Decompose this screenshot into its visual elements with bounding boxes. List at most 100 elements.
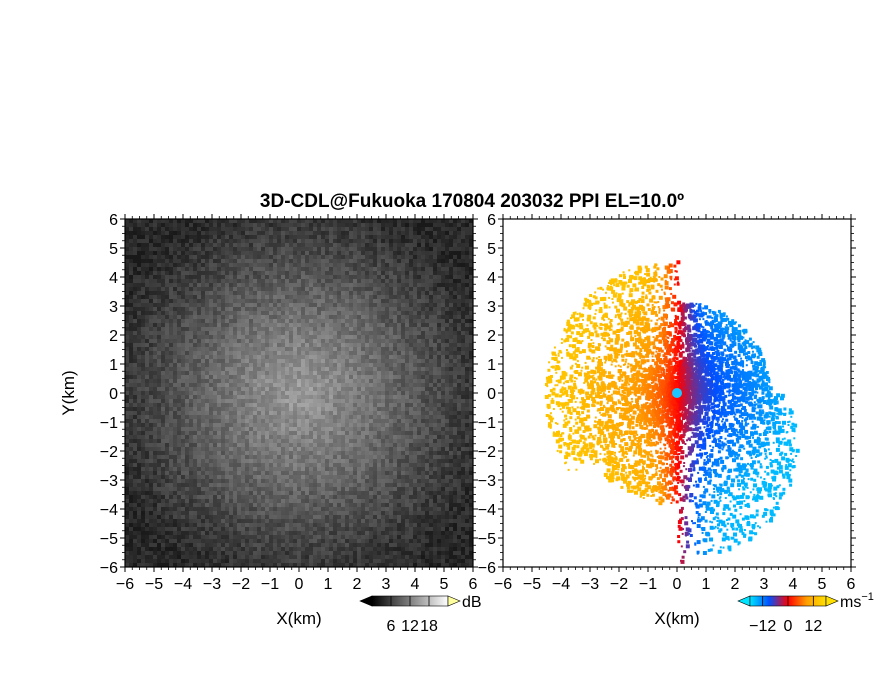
reflectivity-cell <box>373 423 377 427</box>
reflectivity-cell <box>237 411 241 415</box>
reflectivity-cell <box>129 267 133 271</box>
reflectivity-cell <box>217 267 221 271</box>
reflectivity-cell <box>401 443 405 447</box>
reflectivity-cell <box>369 223 373 227</box>
reflectivity-cell <box>201 331 205 335</box>
reflectivity-cell <box>361 255 365 259</box>
reflectivity-cell <box>277 275 281 279</box>
reflectivity-cell <box>285 283 289 287</box>
reflectivity-cell <box>337 267 341 271</box>
reflectivity-cell <box>141 275 145 279</box>
reflectivity-cell <box>441 395 445 399</box>
reflectivity-cell <box>229 387 233 391</box>
reflectivity-cell <box>325 379 329 383</box>
reflectivity-cell <box>305 407 309 411</box>
reflectivity-cell <box>165 407 169 411</box>
reflectivity-cell <box>345 263 349 267</box>
reflectivity-cell <box>161 307 165 311</box>
reflectivity-cell <box>225 431 229 435</box>
reflectivity-cell <box>189 243 193 247</box>
reflectivity-cell <box>213 443 217 447</box>
reflectivity-cell <box>461 431 465 435</box>
reflectivity-cell <box>269 307 273 311</box>
reflectivity-cell <box>437 259 441 263</box>
reflectivity-cell <box>177 347 181 351</box>
reflectivity-cell <box>293 435 297 439</box>
reflectivity-cell <box>393 231 397 235</box>
reflectivity-cell <box>429 383 433 387</box>
reflectivity-cell <box>381 255 385 259</box>
reflectivity-cell <box>305 275 309 279</box>
reflectivity-cell <box>285 267 289 271</box>
reflectivity-cell <box>337 379 341 383</box>
reflectivity-cell <box>145 311 149 315</box>
reflectivity-cell <box>313 291 317 295</box>
reflectivity-cell <box>229 391 233 395</box>
reflectivity-cell <box>133 403 137 407</box>
reflectivity-cell <box>437 351 441 355</box>
reflectivity-cell <box>333 383 337 387</box>
reflectivity-cell <box>389 263 393 267</box>
reflectivity-cell <box>137 383 141 387</box>
reflectivity-cell <box>317 435 321 439</box>
reflectivity-cell <box>129 347 133 351</box>
reflectivity-cell <box>405 363 409 367</box>
reflectivity-cell <box>361 419 365 423</box>
reflectivity-cell <box>433 303 437 307</box>
reflectivity-cell <box>417 343 421 347</box>
reflectivity-cell <box>189 411 193 415</box>
reflectivity-cell <box>365 243 369 247</box>
reflectivity-cell <box>269 359 273 363</box>
reflectivity-cell <box>373 287 377 291</box>
reflectivity-cell <box>425 243 429 247</box>
reflectivity-cell <box>153 311 157 315</box>
reflectivity-cell <box>129 359 133 363</box>
reflectivity-cell <box>365 327 369 331</box>
reflectivity-cell <box>309 347 313 351</box>
reflectivity-cell <box>401 391 405 395</box>
reflectivity-cell <box>465 419 469 423</box>
reflectivity-cell <box>129 231 133 235</box>
reflectivity-cell <box>169 303 173 307</box>
reflectivity-cell <box>437 411 441 415</box>
reflectivity-cell <box>221 275 225 279</box>
reflectivity-cell <box>265 295 269 299</box>
reflectivity-cell <box>373 231 377 235</box>
reflectivity-cell <box>313 247 317 251</box>
reflectivity-cell <box>237 363 241 367</box>
reflectivity-cell <box>345 399 349 403</box>
reflectivity-cell <box>153 407 157 411</box>
reflectivity-cell <box>213 407 217 411</box>
reflectivity-cell <box>181 355 185 359</box>
reflectivity-cell <box>233 303 237 307</box>
reflectivity-cell <box>465 379 469 383</box>
reflectivity-cell <box>353 291 357 295</box>
reflectivity-cell <box>305 335 309 339</box>
reflectivity-cell <box>373 383 377 387</box>
reflectivity-cell <box>145 367 149 371</box>
reflectivity-cell <box>197 219 201 223</box>
reflectivity-cell <box>457 351 461 355</box>
reflectivity-cell <box>177 447 181 451</box>
reflectivity-cell <box>409 439 413 443</box>
reflectivity-cell <box>317 387 321 391</box>
reflectivity-cell <box>181 375 185 379</box>
reflectivity-cell <box>189 283 193 287</box>
reflectivity-cell <box>357 439 361 443</box>
reflectivity-cell <box>245 379 249 383</box>
reflectivity-cell <box>401 287 405 291</box>
reflectivity-cell <box>297 283 301 287</box>
reflectivity-cell <box>297 299 301 303</box>
reflectivity-cell <box>469 219 473 223</box>
reflectivity-cell <box>453 403 457 407</box>
reflectivity-cell <box>185 423 189 427</box>
reflectivity-cell <box>417 419 421 423</box>
reflectivity-cell <box>313 427 317 431</box>
reflectivity-cell <box>337 359 341 363</box>
reflectivity-cell <box>161 379 165 383</box>
reflectivity-cell <box>181 379 185 383</box>
reflectivity-cell <box>133 407 137 411</box>
reflectivity-cell <box>381 383 385 387</box>
reflectivity-cell <box>469 231 473 235</box>
reflectivity-cell <box>389 291 393 295</box>
